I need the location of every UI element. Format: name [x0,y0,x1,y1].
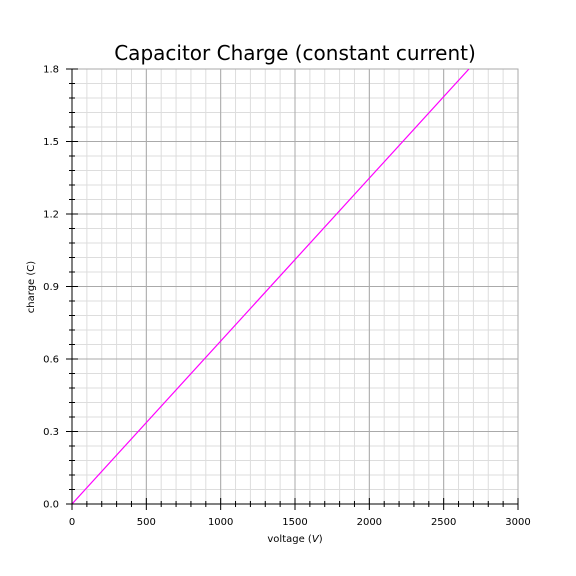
y-tick-label: 0.6 [43,355,59,366]
x-axis-label-prefix: voltage ( [267,534,312,545]
y-tick-label: 0.3 [43,427,59,438]
x-tick-label: 500 [137,517,156,528]
x-axis-label-unit: V [312,534,320,545]
x-axis-label: voltage (V) [267,534,322,545]
series-line-1 [72,69,470,504]
x-tick-label: 2000 [357,517,382,528]
major-gridlines [72,69,518,504]
series-layer [72,69,470,504]
y-axis-label: charge (C) [26,261,37,313]
x-axis-ticks: 0 500 1000 1500 2000 2500 3000 [69,498,531,528]
y-tick-label: 0.9 [43,282,59,293]
y-tick-label: 1.2 [43,210,59,221]
x-tick-label: 1000 [208,517,233,528]
x-tick-label: 2500 [431,517,456,528]
x-tick-label: 3000 [505,517,530,528]
chart-title: Capacitor Charge (constant current) [114,41,476,65]
y-axis-ticks: 0.0 0.3 0.6 0.9 1.2 1.5 1.8 [43,65,78,511]
x-tick-label: 1500 [282,517,307,528]
x-axis-label-suffix: ) [319,534,323,545]
y-tick-label: 1.8 [43,65,59,76]
y-tick-label: 0.0 [43,500,59,511]
x-tick-label: 0 [69,517,75,528]
y-tick-label: 1.5 [43,137,59,148]
